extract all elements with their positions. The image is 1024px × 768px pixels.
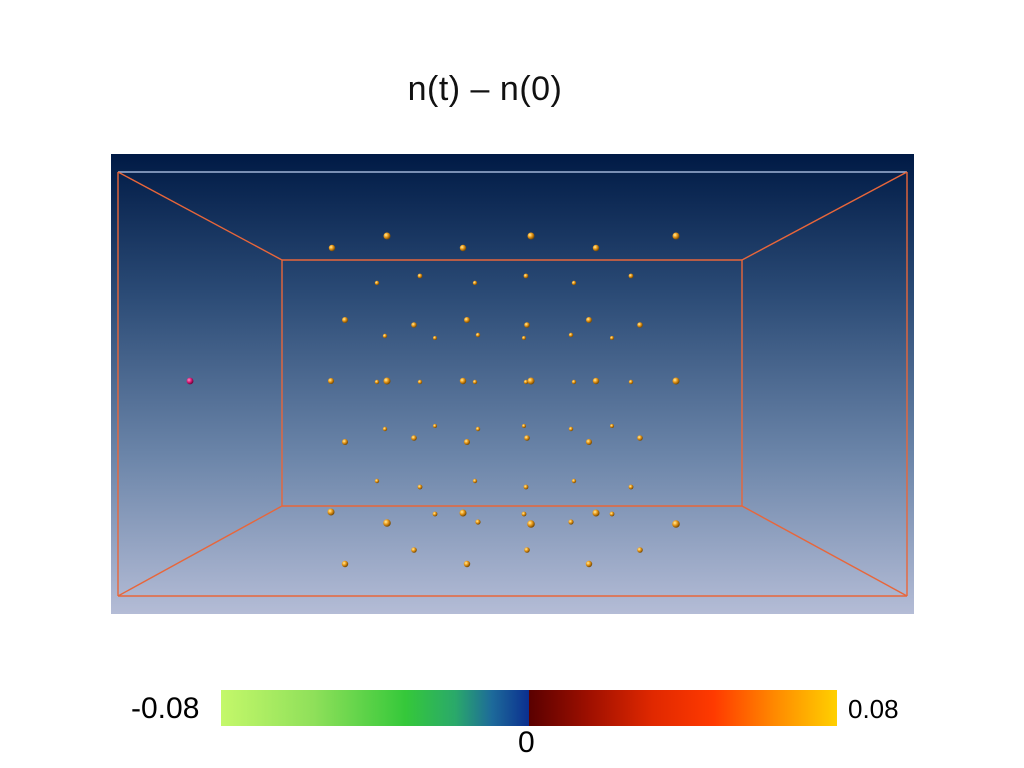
particle-sphere: [672, 377, 680, 385]
box-edge-diag-top-right: [741, 171, 908, 261]
particle-sphere: [342, 317, 348, 323]
colorbar-max-label: 0.08: [848, 694, 899, 724]
particle-sphere: [592, 244, 600, 252]
box-edge-diag-top-left: [117, 171, 283, 261]
particle-sphere: [523, 484, 529, 490]
particle-sphere: [568, 519, 574, 525]
particle-sphere: [459, 377, 467, 385]
colorbar-zero-label: 0: [518, 726, 535, 759]
particle-sphere: [383, 232, 391, 240]
particle-sphere: [411, 322, 417, 328]
particle-sphere: [571, 280, 577, 286]
plot-title: n(t) – n(0): [407, 70, 563, 108]
particle-sphere: [524, 322, 530, 328]
particle-sphere: [609, 511, 615, 517]
outlier-particle-sphere: [186, 377, 194, 385]
particle-spheres: [186, 232, 680, 568]
particle-sphere: [417, 273, 423, 279]
particle-sphere: [527, 520, 535, 528]
particle-sphere: [463, 560, 471, 568]
particle-sphere: [475, 332, 481, 338]
colorbar: [221, 690, 837, 726]
particle-sphere: [411, 435, 417, 441]
box-edge-diag-bottom-right: [741, 505, 908, 597]
particle-sphere: [523, 379, 529, 385]
particle-sphere: [382, 426, 388, 432]
particle-sphere: [585, 560, 593, 568]
particle-sphere: [464, 439, 470, 445]
particle-sphere: [459, 509, 467, 517]
particle-sphere: [568, 332, 574, 338]
particle-sphere: [417, 484, 423, 490]
particle-sphere: [374, 280, 380, 286]
particle-sphere: [527, 377, 535, 385]
particle-sphere: [417, 379, 423, 385]
particle-sphere: [328, 378, 334, 384]
particle-sphere: [459, 244, 467, 252]
particle-sphere: [328, 244, 336, 252]
particle-sphere: [522, 424, 526, 428]
particle-sphere: [571, 379, 577, 385]
particle-sphere: [628, 273, 634, 279]
particle-sphere: [586, 439, 592, 445]
particle-sphere: [610, 424, 614, 428]
particle-sphere: [472, 478, 478, 484]
particle-sphere: [568, 426, 574, 432]
particle-sphere: [521, 511, 527, 517]
particle-sphere: [672, 520, 680, 528]
particle-sphere: [527, 232, 535, 240]
particle-sphere: [382, 333, 388, 339]
particle-sphere: [464, 317, 470, 323]
particle-sphere: [383, 519, 391, 527]
particle-sphere: [522, 336, 526, 340]
particle-sphere: [637, 322, 643, 328]
particle-sphere: [433, 336, 437, 340]
particle-sphere: [571, 478, 577, 484]
particle-sphere: [327, 508, 335, 516]
particle-sphere: [637, 435, 643, 441]
colorbar-min-label: -0.08: [131, 692, 200, 725]
particle-sphere: [592, 509, 600, 517]
3d-viewport[interactable]: [111, 154, 914, 614]
particle-sphere: [374, 478, 380, 484]
particle-sphere: [592, 377, 600, 385]
particle-sphere: [411, 547, 417, 553]
particle-sphere: [341, 560, 349, 568]
scene-canvas: [117, 171, 908, 597]
particle-sphere: [342, 439, 348, 445]
particle-sphere: [523, 273, 529, 279]
particle-sphere: [672, 232, 680, 240]
particle-sphere: [374, 379, 380, 385]
particle-sphere: [472, 379, 478, 385]
particle-sphere: [628, 379, 634, 385]
particle-sphere: [610, 336, 614, 340]
particle-sphere: [524, 547, 530, 553]
particle-sphere: [432, 511, 438, 517]
particle-sphere: [524, 435, 530, 441]
particle-sphere: [472, 280, 478, 286]
particle-sphere: [628, 484, 634, 490]
simulation-box-edges: [117, 171, 908, 597]
particle-sphere: [475, 519, 481, 525]
particle-sphere: [433, 424, 437, 428]
particle-sphere: [475, 426, 481, 432]
particle-sphere: [586, 317, 592, 323]
particle-sphere: [383, 377, 391, 385]
particle-sphere: [637, 547, 643, 553]
box-edge-diag-bottom-left: [117, 505, 283, 597]
